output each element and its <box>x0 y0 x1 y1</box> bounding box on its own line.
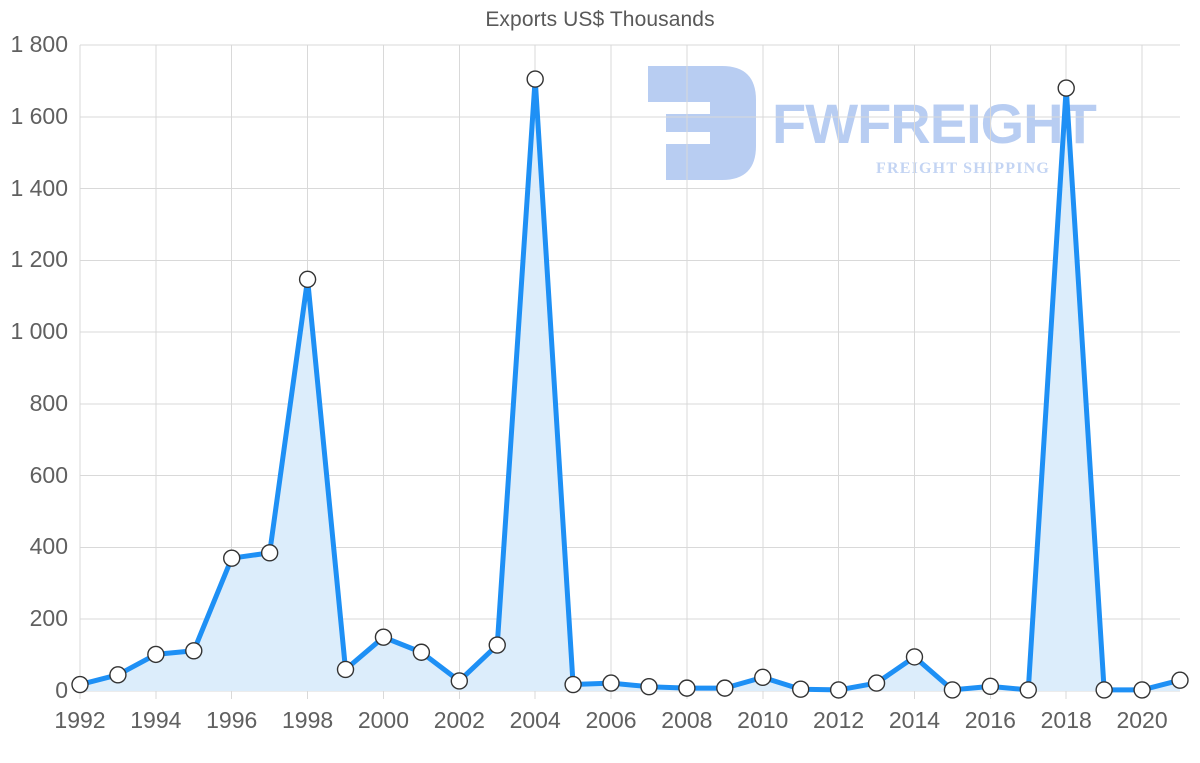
data-point-marker[interactable] <box>678 679 696 697</box>
x-axis-tick-label: 2010 <box>737 707 789 733</box>
data-point-marker[interactable] <box>1019 681 1037 699</box>
x-axis-tick-label: 2002 <box>433 707 485 733</box>
data-point-marker[interactable] <box>867 674 886 692</box>
data-point-marker[interactable] <box>564 675 582 694</box>
data-point-marker[interactable] <box>754 668 772 687</box>
data-point-marker[interactable] <box>602 674 620 692</box>
y-axis-tick-label: 0 <box>55 677 68 703</box>
data-point-marker[interactable] <box>185 642 203 660</box>
chart-title: Exports US$ Thousands <box>485 8 715 31</box>
data-point-marker[interactable] <box>1095 681 1113 699</box>
x-axis-tick-label: 2008 <box>661 707 713 733</box>
x-axis-tick-label: 1994 <box>130 707 182 733</box>
x-axis-tick-label: 2018 <box>1040 707 1092 733</box>
y-axis-tick-label: 1 800 <box>10 31 68 57</box>
x-axis-tick-label: 2000 <box>357 707 410 733</box>
x-axis-tick-label: 2020 <box>1116 707 1168 733</box>
x-axis-tick-label: 2016 <box>964 707 1016 733</box>
y-axis-tick-label: 1 000 <box>10 318 68 345</box>
data-point-marker[interactable] <box>260 544 279 562</box>
data-point-marker[interactable] <box>526 70 544 88</box>
area-fill <box>80 79 1180 692</box>
data-markers <box>71 70 1189 699</box>
x-axis-tick-label: 2012 <box>813 707 865 733</box>
data-point-marker[interactable] <box>981 677 1000 696</box>
data-point-marker[interactable] <box>147 645 165 664</box>
y-axis-tick-label: 200 <box>29 605 68 632</box>
data-point-marker[interactable] <box>829 681 848 699</box>
x-axis-tick-label: 2014 <box>888 707 941 733</box>
x-axis-tick-label: 2004 <box>509 707 561 733</box>
data-point-marker[interactable] <box>71 675 89 694</box>
x-axis-tick-label: 1992 <box>54 707 106 733</box>
y-axis-tick-label: 1 200 <box>10 246 68 273</box>
data-point-marker[interactable] <box>223 549 241 567</box>
data-point-marker[interactable] <box>412 643 431 661</box>
x-axis-tick-label: 1996 <box>206 707 258 733</box>
x-axis-tick-label: 1998 <box>281 707 334 733</box>
data-point-marker[interactable] <box>716 679 734 697</box>
data-point-marker[interactable] <box>109 666 127 684</box>
x-axis-tick-label: 2006 <box>585 707 637 733</box>
data-point-marker[interactable] <box>1057 79 1075 97</box>
data-point-marker[interactable] <box>1133 681 1151 699</box>
data-point-marker[interactable] <box>374 628 393 646</box>
data-point-marker[interactable] <box>791 680 810 698</box>
data-point-marker[interactable] <box>488 636 506 654</box>
y-axis-tick-label: 800 <box>29 389 68 416</box>
data-point-marker[interactable] <box>336 660 355 679</box>
data-point-marker[interactable] <box>450 672 469 690</box>
data-point-marker[interactable] <box>1171 671 1189 689</box>
y-axis-tick-label: 1 600 <box>10 102 68 129</box>
y-axis-tick-label: 1 400 <box>10 174 68 201</box>
data-point-marker[interactable] <box>298 270 317 289</box>
data-point-marker[interactable] <box>905 648 924 666</box>
data-point-marker[interactable] <box>640 677 658 696</box>
data-point-marker[interactable] <box>943 681 962 699</box>
y-axis-tick-label: 600 <box>29 461 68 488</box>
y-axis-tick-label: 400 <box>29 533 68 560</box>
